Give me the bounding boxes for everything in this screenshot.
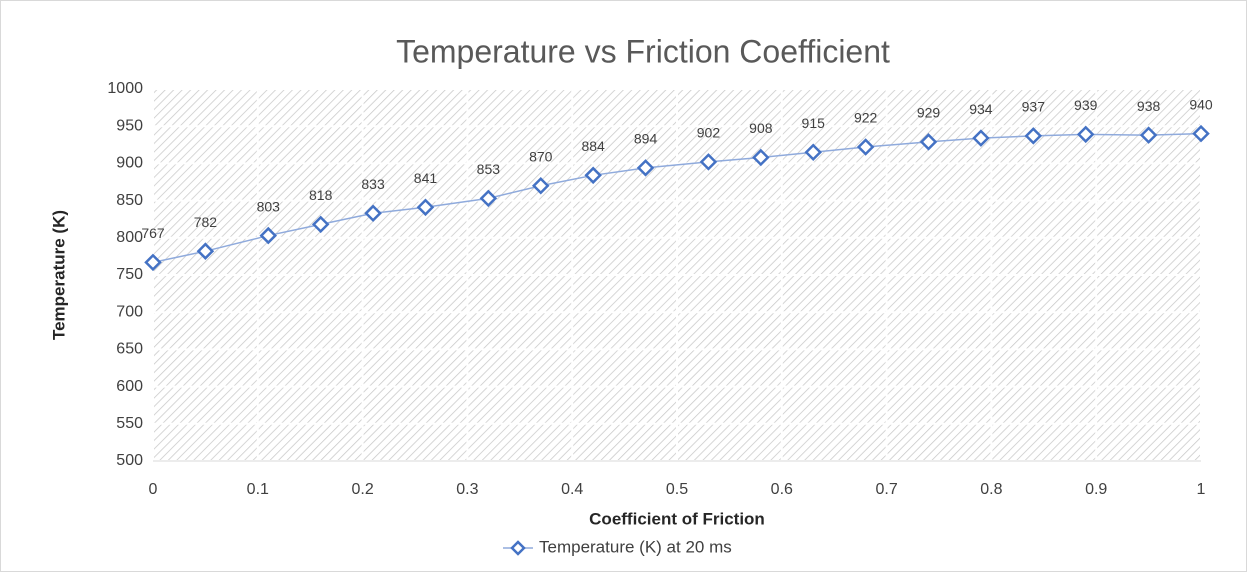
data-label: 782 [194, 214, 218, 230]
data-point [196, 242, 215, 260]
x-tick-label: 0.3 [456, 481, 478, 498]
y-tick-label: 650 [116, 341, 143, 358]
data-point [919, 133, 938, 151]
data-point [1024, 127, 1043, 145]
data-point [259, 226, 278, 245]
data-label: 853 [477, 161, 501, 177]
data-label: 938 [1137, 98, 1161, 114]
x-tick-label: 1 [1197, 481, 1206, 498]
data-label: 902 [697, 125, 721, 141]
legend: Temperature (K) at 20 ms [503, 537, 732, 556]
data-point [144, 253, 162, 272]
data-label: 894 [634, 131, 658, 147]
data-label: 937 [1022, 99, 1046, 115]
data-label: 833 [361, 176, 385, 192]
data-point [1076, 125, 1095, 144]
data-point [479, 189, 498, 208]
data-label: 818 [309, 187, 333, 203]
data-label: 803 [257, 198, 281, 214]
y-tick-label: 750 [116, 266, 143, 283]
x-tick-label: 0.5 [666, 481, 688, 498]
y-tick-label: 950 [116, 117, 143, 134]
data-label: 922 [854, 110, 878, 126]
data-point [972, 129, 990, 147]
data-label: 934 [969, 101, 993, 117]
data-point [752, 148, 770, 167]
data-point [311, 215, 330, 234]
data-point [804, 143, 823, 162]
series-line [152, 132, 1202, 264]
data-label: 767 [141, 225, 165, 241]
data-label: 908 [749, 120, 773, 136]
y-tick-label: 900 [116, 155, 143, 172]
x-tick-label: 0.4 [561, 481, 583, 498]
chart-title: Temperature vs Friction Coefficient [396, 33, 890, 69]
data-point [1139, 126, 1158, 144]
data-point [364, 204, 382, 223]
data-point [1192, 124, 1210, 143]
y-tick-label: 700 [116, 303, 143, 320]
y-tick-label: 500 [116, 452, 143, 469]
data-label: 939 [1074, 97, 1098, 113]
data-label: 841 [414, 170, 438, 186]
x-tick-label: 0.8 [980, 481, 1002, 498]
grid [152, 88, 1202, 462]
data-label: 870 [529, 148, 553, 164]
x-tick-label: 0.9 [1085, 481, 1107, 498]
x-tick-label: 0.1 [247, 481, 269, 498]
data-label: 884 [581, 138, 605, 154]
x-tick-label: 0 [149, 481, 158, 498]
data-point [416, 198, 435, 217]
legend-marker [510, 540, 526, 556]
marks: 767 782 803 818 833 841 853 870 884 894 902 908 915 9… [141, 96, 1213, 272]
y-tick-label: 850 [116, 192, 143, 209]
data-point [636, 159, 655, 177]
data-point [856, 138, 875, 156]
legend-label: Temperature (K) at 20 ms [539, 537, 732, 556]
x-tick-label: 0.2 [351, 481, 373, 498]
x-axis-title: Coefficient of Friction [589, 509, 765, 528]
y-axis-title: Temperature (K) [49, 210, 68, 340]
data-label: 940 [1189, 96, 1213, 112]
x-tick-label: 0.7 [875, 481, 897, 498]
data-label: 929 [917, 105, 941, 121]
data-point [531, 176, 550, 195]
y-tick-label: 800 [116, 229, 143, 246]
y-tick-label: 550 [116, 415, 143, 432]
x-tick-label: 0.6 [771, 481, 793, 498]
data-point [699, 153, 718, 171]
data-point [584, 166, 602, 185]
data-label: 915 [802, 115, 826, 131]
y-tick-label: 1000 [107, 80, 143, 97]
y-tick-label: 600 [116, 378, 143, 395]
